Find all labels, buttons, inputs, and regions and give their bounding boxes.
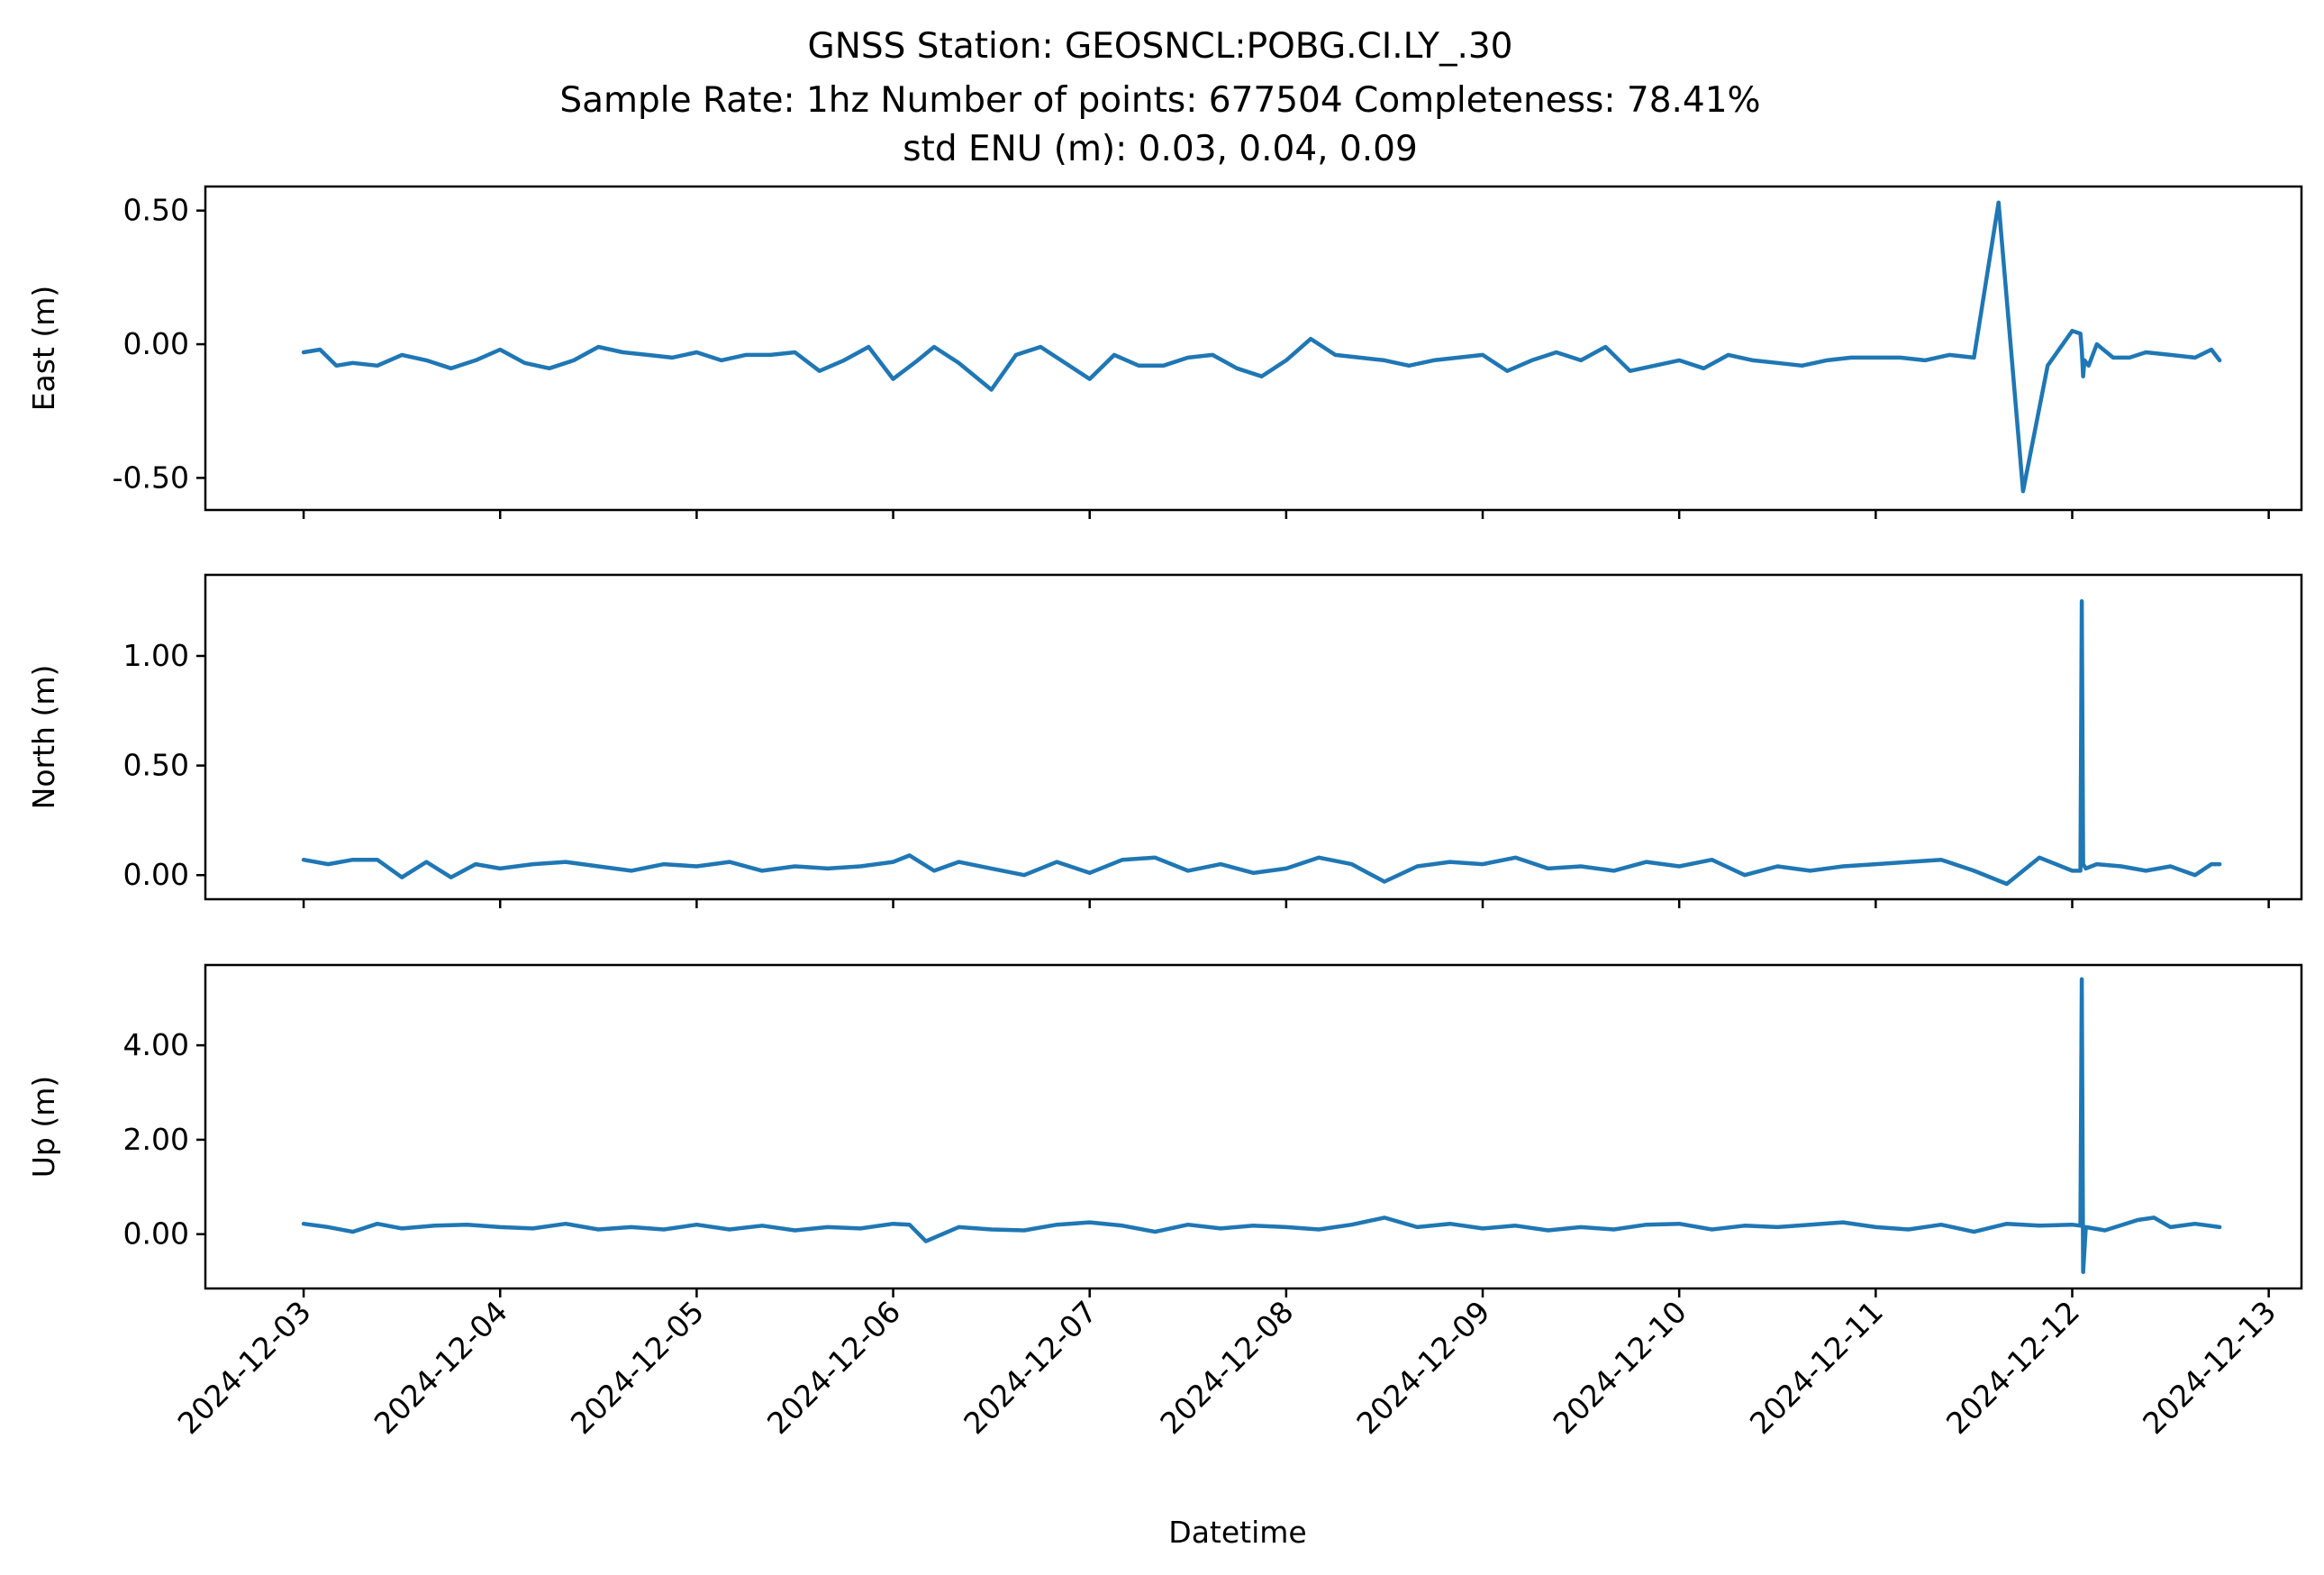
subplot-3: 4.00 2.00 0.00 2024-12-03 2024-12-04 2024-12-…: [26, 963, 2303, 1441]
title-line-3: std ENU (m): 0.03, 0.04, 0.09: [903, 129, 1418, 169]
series-line-3: [301, 977, 2222, 1274]
y-tick-label: 2.00: [123, 1122, 189, 1157]
x-tick-label: 2024-12-13: [2136, 1294, 2283, 1441]
subplot-1: 0.50 0.00 -0.50 East (m): [26, 185, 2303, 519]
subplots: 0.50 0.00 -0.50 East (m) 1.00 0.50 0.00 North (…: [26, 185, 2303, 1441]
axes-frame: [204, 573, 2303, 901]
x-tick-label: 2024-12-06: [760, 1294, 907, 1441]
y-axis-label: North (m): [26, 665, 61, 810]
y-axis-label: Up (m): [26, 1076, 61, 1179]
series-line-2: [301, 598, 2222, 887]
x-tick-label: 2024-12-10: [1547, 1294, 1693, 1441]
x-tick-label: 2024-12-04: [368, 1294, 514, 1441]
x-axis-label: Datetime: [1168, 1515, 1306, 1550]
x-tick-label: 2024-12-07: [957, 1294, 1103, 1441]
x-tick-label: 2024-12-05: [564, 1294, 711, 1441]
y-tick-label: 0.50: [123, 748, 189, 783]
y-tick-label: 1.00: [123, 638, 189, 673]
y-tick-label: 0.00: [123, 857, 189, 892]
subplot-2: 1.00 0.50 0.00 North (m): [26, 573, 2303, 908]
x-tick-label: 2024-12-03: [171, 1294, 318, 1441]
title-line-2: Sample Rate: 1hz Number of points: 67750…: [559, 80, 1760, 121]
y-tick-label: 0.00: [123, 1216, 189, 1252]
x-tick-label: 2024-12-11: [1743, 1294, 1890, 1441]
y-tick-label: -0.50: [113, 460, 189, 495]
x-tick-label: 2024-12-12: [1939, 1294, 2086, 1441]
x-tick-label: 2024-12-08: [1153, 1294, 1300, 1441]
axes-frame: [204, 185, 2303, 512]
y-axis-label: East (m): [26, 286, 61, 412]
figure-title: GNSS Station: GEOSNCL:POBG.CI.LY_.30 Sam…: [559, 26, 1760, 169]
title-line-1: GNSS Station: GEOSNCL:POBG.CI.LY_.30: [807, 26, 1512, 67]
y-tick-label: 4.00: [123, 1027, 189, 1062]
y-tick-label: 0.50: [123, 193, 189, 228]
y-tick-label: 0.00: [123, 326, 189, 361]
series-line-1: [301, 200, 2222, 494]
x-tick-label: 2024-12-09: [1349, 1294, 1496, 1441]
axes-frame: [204, 963, 2303, 1290]
